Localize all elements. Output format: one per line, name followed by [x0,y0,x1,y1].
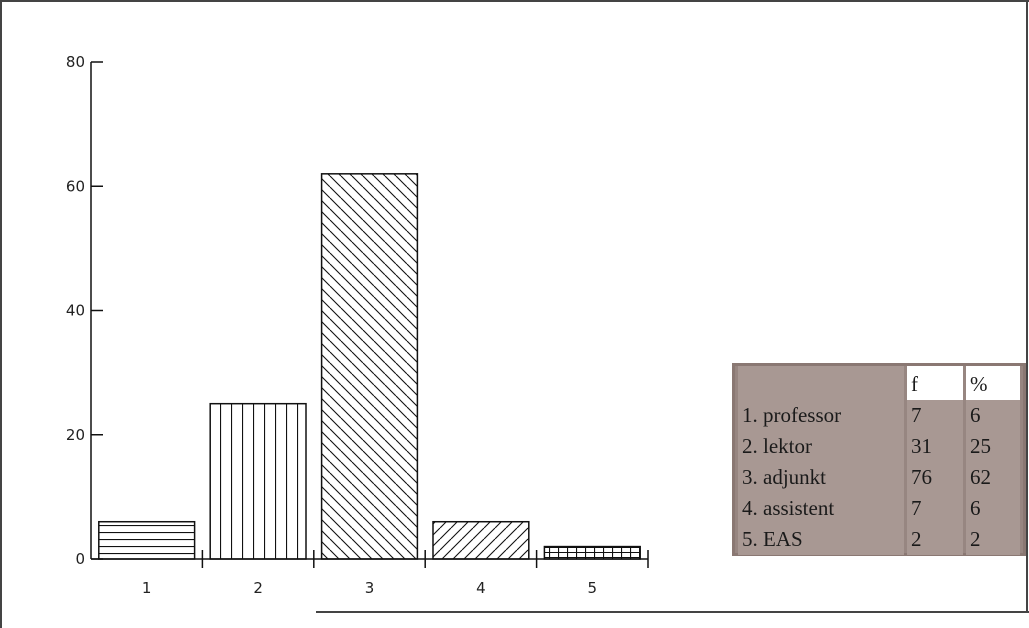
row-label: 5. EAS [738,524,904,555]
bar-1 [99,522,195,559]
bar-5 [544,547,640,559]
y-tick-label: 80 [66,53,85,71]
bar-chart: 0 20 40 60 80 1 2 3 4 5 [0,0,700,628]
x-tick-label: 1 [142,579,152,597]
row-f: 31 [907,431,963,462]
table-row: 1. professor 7 6 [738,400,1020,431]
y-axis: 0 20 40 60 80 [66,53,103,568]
y-tick-label: 60 [66,177,85,195]
row-label: 4. assistent [738,493,904,524]
row-percent: 25 [966,431,1020,462]
y-tick-label: 20 [66,426,85,444]
y-tick-label: 40 [66,302,85,320]
row-percent: 6 [966,493,1020,524]
table-row: 2. lektor 31 25 [738,431,1020,462]
row-f: 7 [907,400,963,431]
bar-2 [210,404,306,559]
row-percent: 6 [966,400,1020,431]
row-percent: 2 [966,524,1020,555]
header-f: f [907,366,963,400]
y-tick-label: 0 [75,550,85,568]
row-percent: 62 [966,462,1020,493]
row-label: 3. adjunkt [738,462,904,493]
row-f: 7 [907,493,963,524]
table-row: 3. adjunkt 76 62 [738,462,1020,493]
x-tick-label: 5 [588,579,598,597]
row-f: 76 [907,462,963,493]
table-row: 5. EAS 2 2 [738,524,1020,555]
bar-3 [322,174,418,559]
bars [99,174,640,559]
row-f: 2 [907,524,963,555]
header-percent: % [966,366,1020,400]
table-row: 4. assistent 7 6 [738,493,1020,524]
row-label: 1. professor [738,400,904,431]
row-label: 2. lektor [738,431,904,462]
bar-4 [433,522,529,559]
table-header-row: f % [738,366,1020,400]
x-tick-label: 2 [253,579,263,597]
x-tick-label: 3 [365,579,375,597]
frequency-table: f % 1. professor 7 6 2. lektor 31 25 3. … [732,363,1026,556]
x-tick-label: 4 [476,579,486,597]
header-blank [738,366,904,400]
